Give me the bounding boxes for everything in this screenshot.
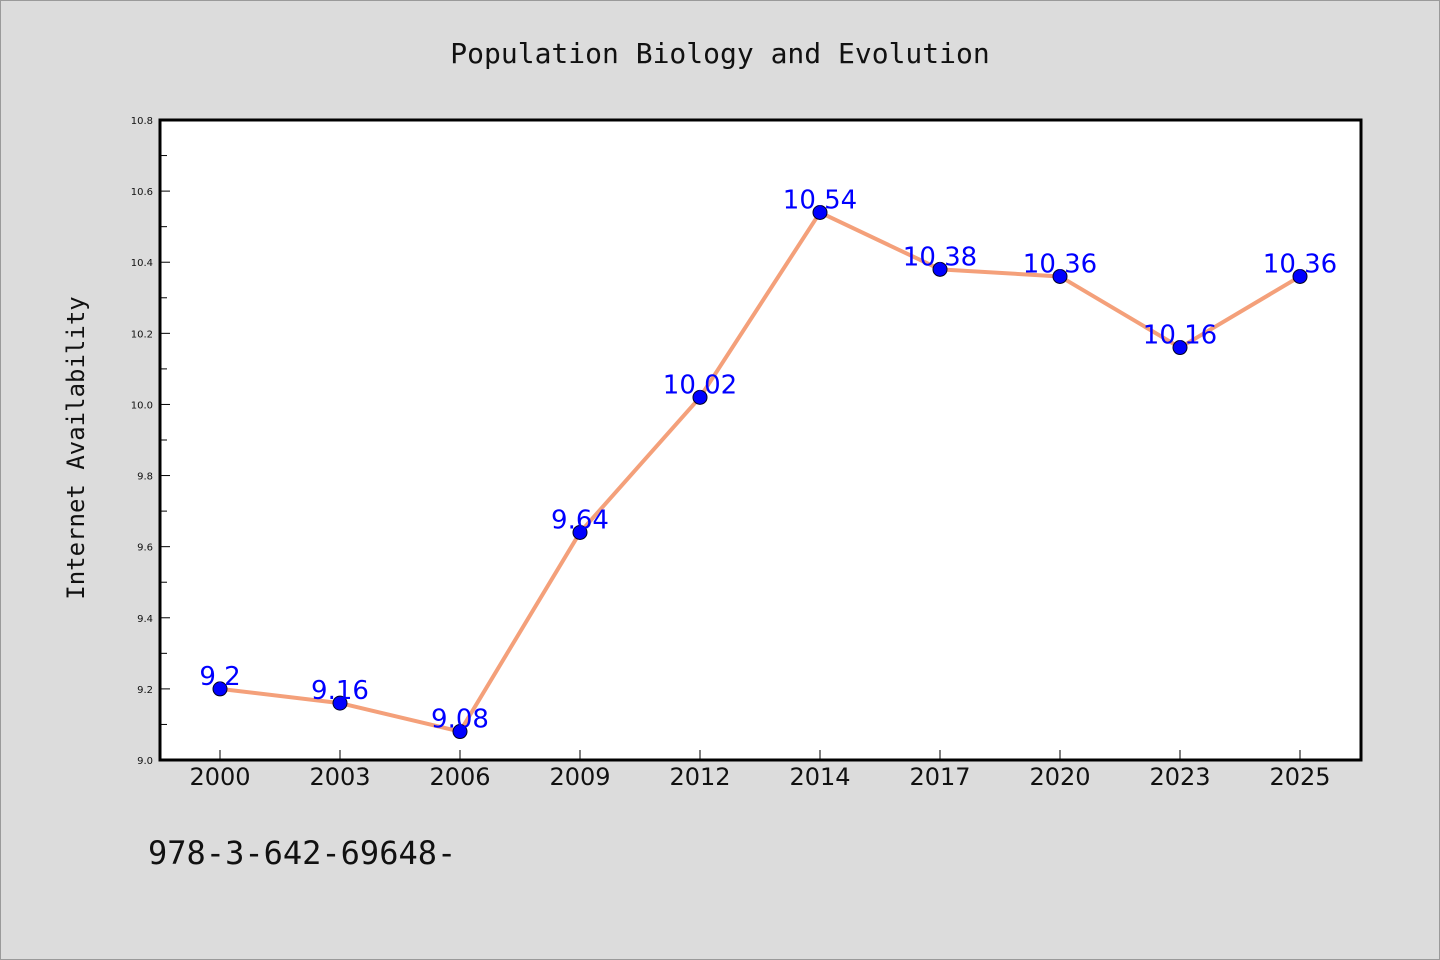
x-tick-label: 2006 [429,763,490,791]
x-tick-label: 2000 [189,763,250,791]
data-label: 9.64 [551,505,609,535]
y-tick-label: 10.8 [131,116,153,127]
data-label: 10.54 [783,185,857,215]
data-point-marker [212,681,228,697]
x-tick-label: 2025 [1269,763,1330,791]
data-labels: 9.2 9.16 9.08 9.64 10.02 10.54 10.38 10.36 10.16… [199,185,1337,734]
data-point-marker [692,389,708,405]
data-label: 10.38 [903,242,977,272]
y-tick-label: 9.0 [137,756,153,767]
y-tick-label: 9.4 [137,614,153,625]
y-tick-label: 9.8 [137,472,153,483]
plot-border [158,118,1363,762]
data-point-marker [1052,268,1068,284]
data-point-marker [452,724,468,740]
data-point-marker [1172,340,1188,356]
x-tick-label: 2017 [909,763,970,791]
y-tick-label: 10.6 [131,187,153,198]
data-point-marker [1292,268,1308,284]
chart-title: Population Biology and Evolution [450,37,989,70]
y-tick-label: 9.6 [137,543,153,554]
y-axis-label: Internet Availability [62,296,90,599]
data-label: 9.2 [199,662,240,692]
data-label: 10.36 [1263,249,1337,279]
x-tick-label: 2012 [669,763,730,791]
x-axis-ticks: 2000 2003 2006 2009 2012 2014 2017 2020 2023 2025 [189,750,1331,791]
x-tick-label: 2023 [1149,763,1210,791]
y-axis-ticks: 9.0 9.2 9.4 9.6 9.8 10.0 10.2 10.4 10.6 10.8 [131,116,170,767]
data-label: 10.16 [1143,321,1217,351]
data-point-marker [572,524,588,540]
data-point-marker [812,204,828,220]
data-label: 9.08 [431,705,489,735]
data-label: 9.16 [311,676,369,706]
x-tick-label: 2020 [1029,763,1090,791]
y-tick-label: 10.2 [131,329,153,340]
x-tick-label: 2003 [309,763,370,791]
x-tick-label: 2009 [549,763,610,791]
y-tick-label: 10.4 [131,258,153,269]
y-tick-label: 10.0 [131,400,153,411]
isbn-footer-text: 978-3-642-69648- [148,834,456,872]
series-line [212,204,1308,740]
x-tick-label: 2014 [789,763,850,791]
data-label: 10.02 [663,370,737,400]
data-label: 10.36 [1023,249,1097,279]
series-polyline [219,210,1302,734]
data-point-marker [932,261,948,277]
data-point-marker [332,695,348,711]
y-tick-label: 9.2 [137,685,153,696]
plot-area [160,120,1361,760]
